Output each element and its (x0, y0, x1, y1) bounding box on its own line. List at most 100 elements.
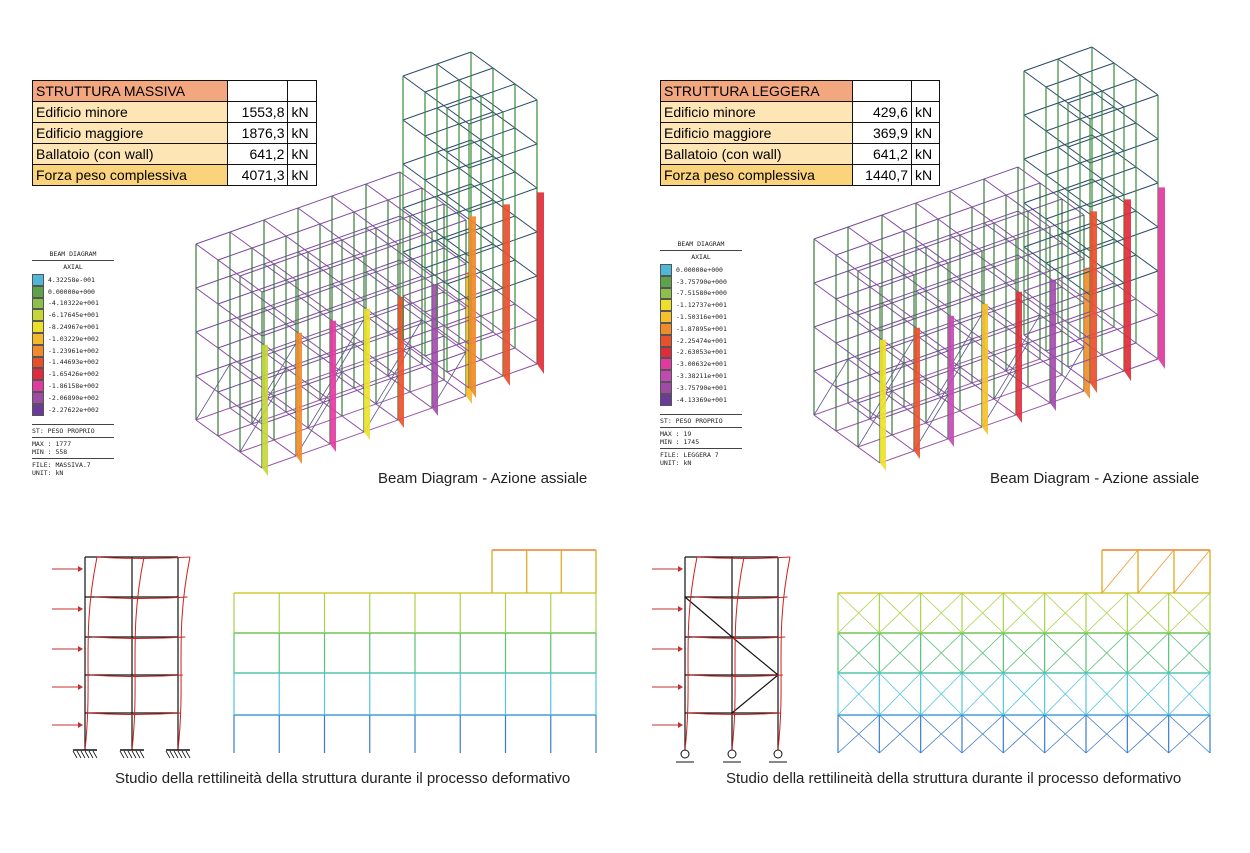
brace (375, 347, 411, 405)
beam (915, 246, 983, 296)
row-label: Edificio maggiore (31, 122, 229, 144)
legend-swatch (660, 334, 672, 347)
beam (915, 202, 983, 252)
legend-max: MAX : 19 (660, 429, 692, 438)
beam (1023, 246, 1091, 296)
deformed-column (131, 556, 145, 751)
deformed-beam (696, 556, 791, 559)
brace (684, 596, 733, 638)
deformed-brace (1044, 672, 1087, 716)
beam (297, 207, 365, 257)
beam (1091, 46, 1159, 96)
brace (1005, 314, 1041, 372)
beam (195, 287, 263, 337)
arrow-head (678, 684, 683, 690)
beam (195, 375, 263, 425)
beam (195, 419, 263, 469)
deformed-brace (879, 714, 921, 754)
legend-swatch (660, 358, 672, 371)
deformed-frame-massiva (52, 556, 191, 759)
fixed-support-hatch (177, 750, 183, 759)
beam (813, 414, 881, 464)
row-value: 369,9 (851, 122, 912, 144)
deformed-brace (1101, 549, 1139, 594)
legend-entry: -8.24967e+001 (32, 321, 114, 333)
axial-ribbon (880, 339, 886, 471)
arrow-head (78, 566, 83, 572)
legend-entry: 0.00000e+000 (32, 285, 114, 298)
axial-ribbon (1124, 199, 1131, 381)
arrow-head (78, 606, 83, 612)
beam-diagram-legend-right: BEAM DIAGRAM AXIAL 0.00000e+000 -3.75790e… (660, 240, 742, 467)
beam (881, 302, 949, 352)
beam (813, 282, 881, 332)
legend-value: -1.87895e+001 (676, 324, 727, 333)
legend-entry: -1.86158e+002 (32, 380, 114, 392)
deformed-brace (1044, 632, 1087, 674)
legend-unit: UNIT: kN (32, 468, 64, 477)
axial-ribbon (503, 204, 510, 386)
legend-value: -8.24967e+001 (48, 323, 99, 332)
legend-entry: -3.75790e+000 (660, 275, 742, 288)
fixed-support-hatch (84, 750, 90, 759)
arrow-head (678, 606, 683, 612)
beam (297, 251, 365, 301)
beam (1023, 334, 1091, 384)
legend-value: -4.13369e+001 (676, 395, 727, 404)
beam (813, 370, 881, 420)
legend-swatch (32, 380, 44, 392)
row-label: Forza peso complessiva (660, 164, 853, 186)
legend-swatch (32, 309, 44, 322)
beam (402, 339, 470, 389)
deformed-brace (1085, 672, 1128, 716)
row-value: 1876,3 (227, 122, 289, 144)
legend-swatch (660, 393, 672, 406)
deformed-brace (1127, 672, 1169, 716)
legend-value: -6.17645e+001 (48, 311, 99, 320)
legend-swatch (32, 297, 44, 310)
beam (399, 171, 467, 221)
beam (1017, 166, 1085, 216)
beam (847, 314, 915, 364)
beam (331, 195, 399, 245)
brace (731, 636, 779, 676)
axial-ribbon (1090, 211, 1097, 393)
legend-value: -1.50316e+001 (676, 313, 727, 322)
brace (195, 363, 231, 421)
deformed-brace (1127, 632, 1169, 674)
legend-swatch (660, 381, 672, 394)
deformed-brace (1085, 592, 1128, 634)
hinge-support-icon (727, 749, 737, 759)
brace (937, 338, 973, 396)
beam (402, 163, 470, 213)
legend-load-case: ST: PESO PROPRIO (660, 416, 723, 425)
arrow-head (678, 722, 683, 728)
beam (1091, 134, 1159, 184)
beam (813, 326, 881, 376)
legend-entry: -1.44693e+002 (32, 356, 114, 369)
arrow-head (678, 646, 683, 652)
deformed-column (177, 556, 191, 751)
legend-swatch (32, 403, 44, 416)
axial-ribbon (296, 332, 302, 464)
deformed-column (684, 556, 698, 751)
deformed-brace (1127, 592, 1169, 634)
row-unit: kN (910, 122, 941, 144)
fixed-support-hatch (127, 750, 133, 759)
fixed-support-hatch (123, 750, 129, 759)
row-value: 641,2 (851, 143, 912, 165)
axial-ribbon (1158, 187, 1165, 369)
beam (365, 183, 433, 233)
legend-value: 0.00000e+000 (676, 265, 723, 274)
beam (1023, 114, 1091, 164)
legend-swatch (32, 391, 44, 404)
beam (436, 151, 504, 201)
beam (881, 258, 949, 308)
fixed-support-hatch (181, 750, 187, 759)
beam (1023, 290, 1091, 340)
brace (881, 334, 917, 392)
legend-swatch (32, 332, 44, 345)
legend-entry: -4.13369e+001 (660, 393, 742, 406)
deformed-brace (920, 592, 963, 634)
brace (307, 371, 343, 429)
